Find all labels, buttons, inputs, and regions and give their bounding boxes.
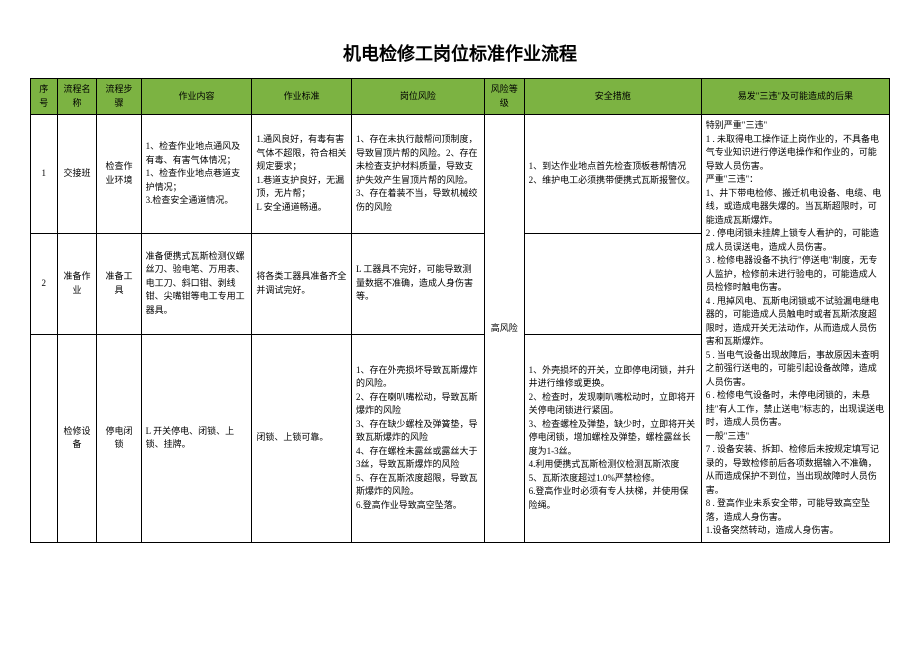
cell-name: 准备作业 [57,233,97,334]
cell-work: 1、检查作业地点通风及有毒、有害气体情况；1、检查作业地点巷道支护情况；3.检查… [141,115,252,234]
cell-std: 1.通风良好，有毒有害气体不超限，符合相关规定要求；1.巷道支护良好，无漏顶，无… [252,115,352,234]
cell-cons: 特别严重"三违"1 . 未取得电工操作证上岗作业的，不具备电气专业知识进行停送电… [701,115,889,543]
page-title: 机电检修工岗位标准作业流程 [30,40,890,66]
cell-safe: 1、外壳损坏的开关，立即停电闭锁，并升井进行维修或更换。2、检查时，发现喇叭嘴松… [524,334,701,542]
cell-seq [31,334,58,542]
th-seq: 序号 [31,79,58,115]
th-safe: 安全措施 [524,79,701,115]
cell-risk: 1、存在未执行敲帮问顶制度，导致冒顶片帮的风险。2、存在未检查支护材料质量，导致… [351,115,484,234]
cell-step: 停电闭锁 [97,334,141,542]
th-step: 流程步骤 [97,79,141,115]
cell-safe: 1、到达作业地点首先检查顶板巷帮情况2、维护电工必须携带便携式瓦斯报警仪。 [524,115,701,234]
cell-risk: L 工器具不完好，可能导致测量数据不准确，造成人身伤害等。 [351,233,484,334]
cell-name: 交接班 [57,115,97,234]
th-cons: 易发"三违"及可能造成的后果 [701,79,889,115]
th-std: 作业标准 [252,79,352,115]
th-work: 作业内容 [141,79,252,115]
cell-step: 准备工具 [97,233,141,334]
th-level: 风险等级 [484,79,524,115]
document-root: 机电检修工岗位标准作业流程 序号 流程名称 流程步骤 作业内容 作业标准 岗位风… [30,40,890,543]
cell-std: 将各类工器具准备齐全并调试完好。 [252,233,352,334]
cell-seq: 1 [31,115,58,234]
cell-step: 检查作业环境 [97,115,141,234]
th-name: 流程名称 [57,79,97,115]
cell-std: 闭锁、上锁可靠。 [252,334,352,542]
cell-work: L 开关停电、闭锁、上锁、挂牌。 [141,334,252,542]
cell-level: 高风险 [484,115,524,543]
cell-safe [524,233,701,334]
table-row: 1 交接班 检查作业环境 1、检查作业地点通风及有毒、有害气体情况；1、检查作业… [31,115,890,234]
sop-table: 序号 流程名称 流程步骤 作业内容 作业标准 岗位风险 风险等级 安全措施 易发… [30,78,890,543]
cell-seq: 2 [31,233,58,334]
cell-name: 检修设备 [57,334,97,542]
th-risk: 岗位风险 [351,79,484,115]
cell-work: 准备便携式瓦斯检测仪螺丝刀、验电笔、万用表、电工刀、斜口钳、剥线钳、尖嘴钳等电工… [141,233,252,334]
cell-risk: 1、存在外壳损坏导致瓦斯爆炸的风险。2、存在喇叭嘴松动，导致瓦斯爆炸的风险3、存… [351,334,484,542]
table-header-row: 序号 流程名称 流程步骤 作业内容 作业标准 岗位风险 风险等级 安全措施 易发… [31,79,890,115]
